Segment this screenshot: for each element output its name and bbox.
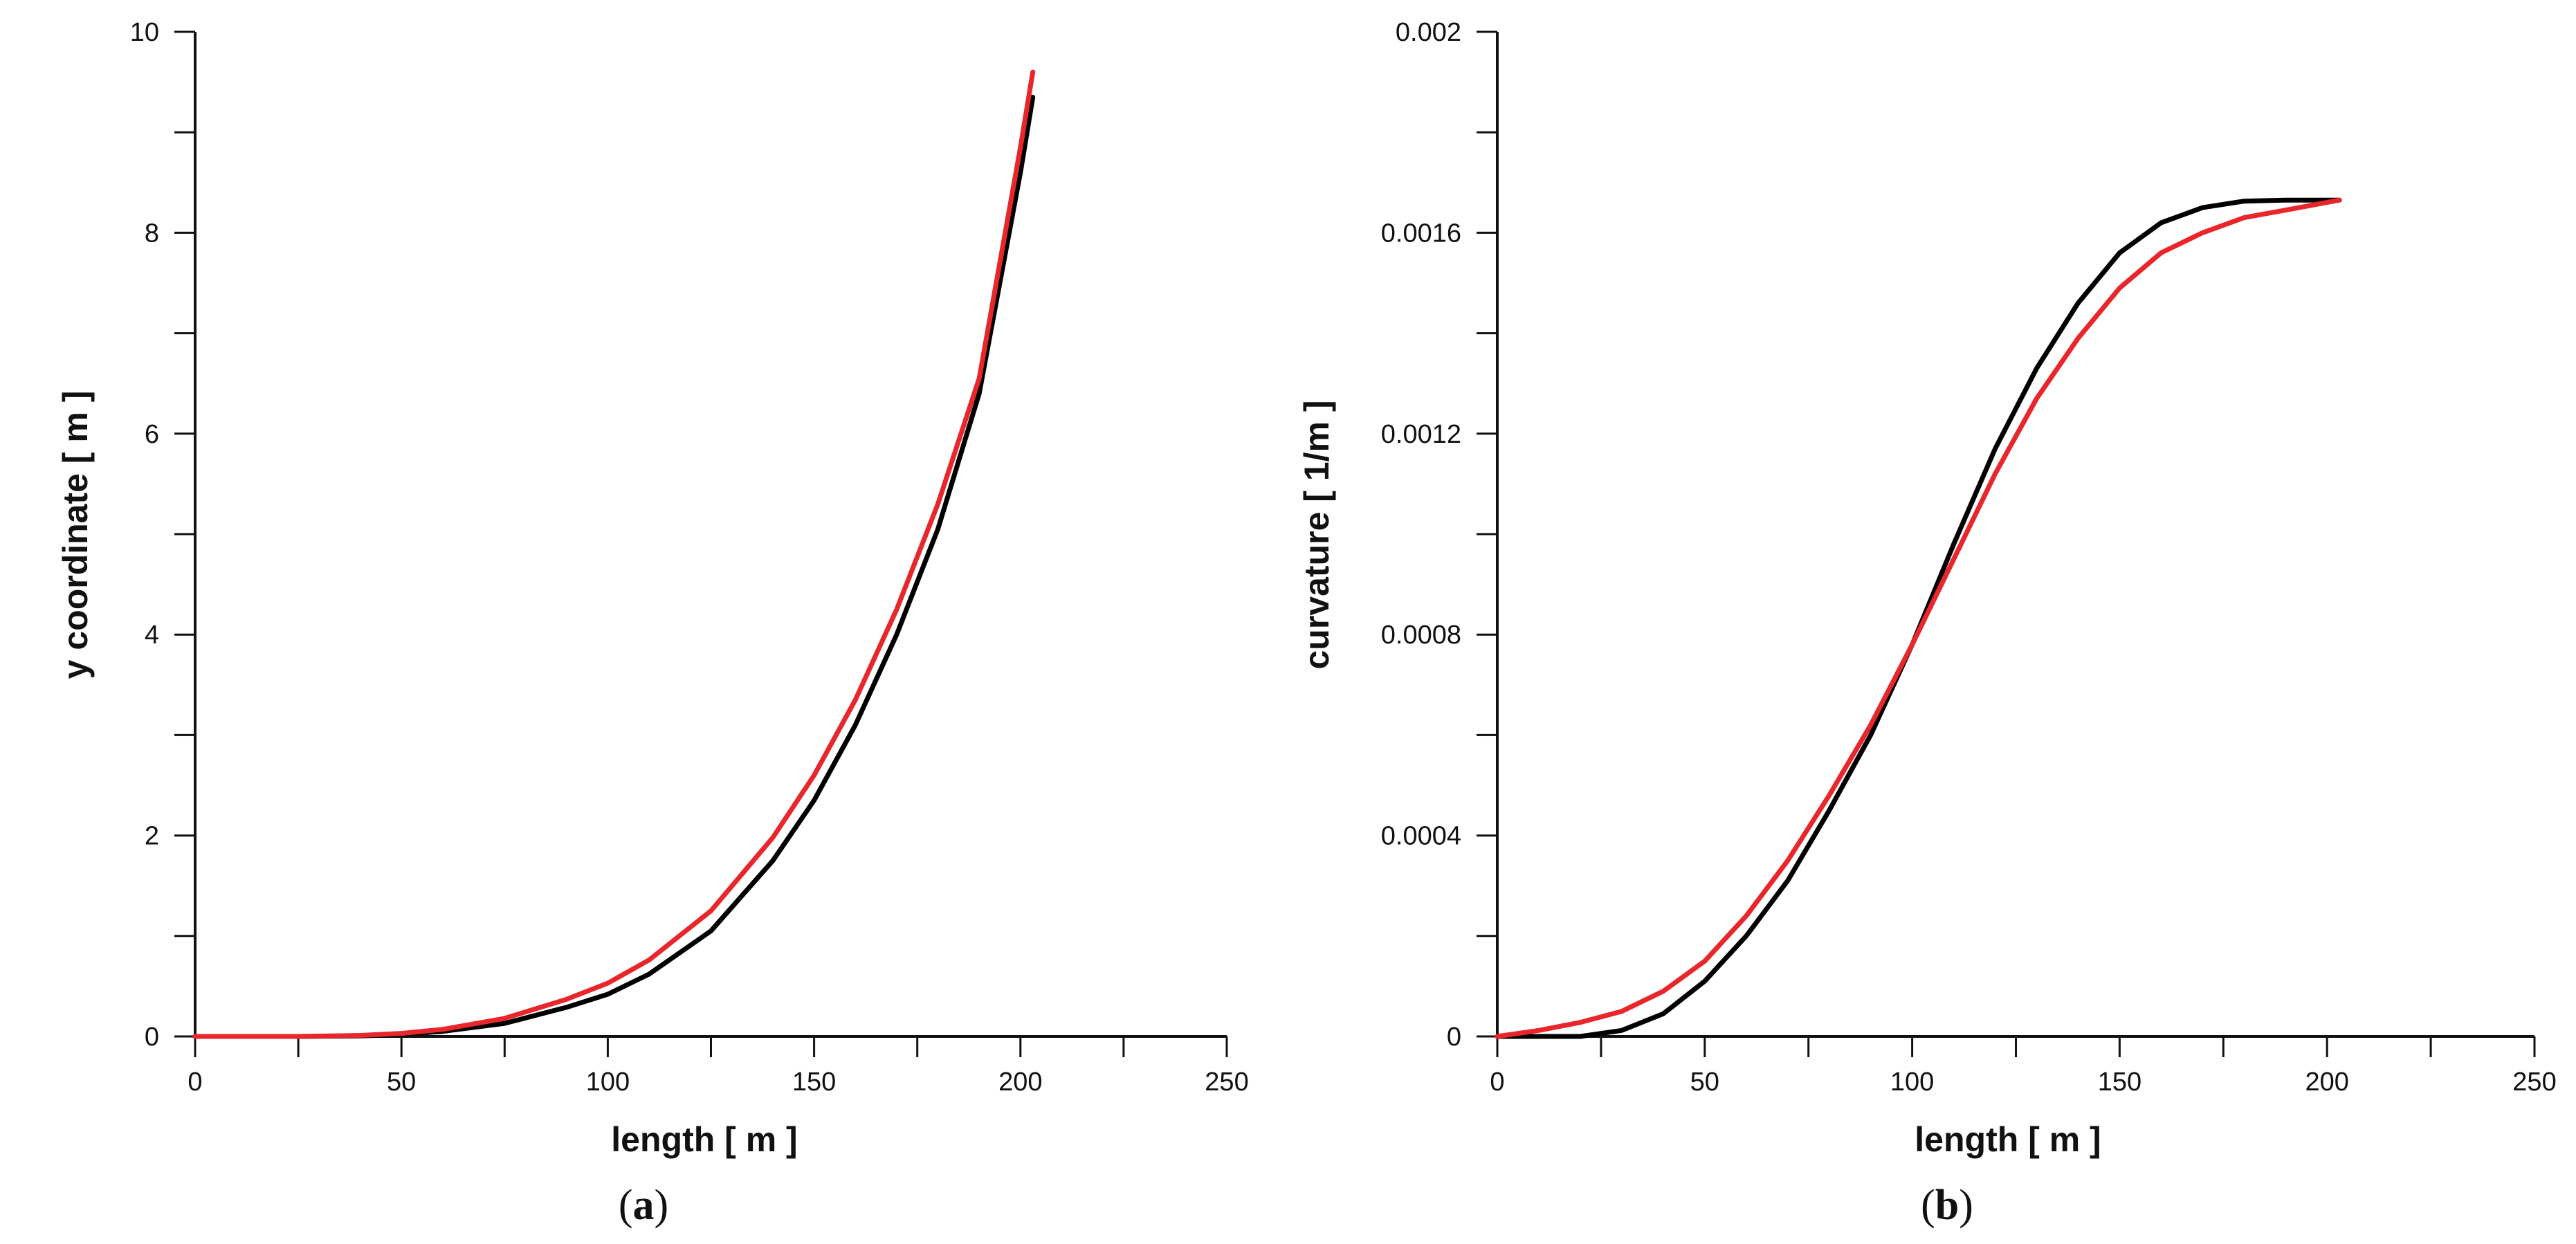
y-tick-label: 0.0008 [1381,621,1461,650]
x-tick-label: 150 [792,1068,836,1097]
panel-label: (a) [619,1182,668,1229]
y-tick-label: 4 [145,621,159,650]
x-axis-title: length [ m ] [1915,1120,2101,1159]
y-tick-label: 0.0016 [1381,219,1461,248]
x-tick-label: 250 [2512,1068,2556,1097]
y-tick-label: 2 [145,822,159,851]
x-tick-label: 250 [1205,1068,1248,1097]
y-tick-label: 0.002 [1396,18,1461,47]
x-tick-label: 0 [1490,1068,1504,1097]
series-line-2 [192,69,1036,1039]
x-tick-label: 100 [1890,1068,1934,1097]
series-line-2 [1495,197,2342,1039]
x-tick-label: 200 [998,1068,1042,1097]
y-tick-label: 10 [130,18,159,47]
x-tick-label: 150 [2098,1068,2141,1097]
series-line-1 [192,94,1036,1039]
x-tick-label: 0 [188,1068,202,1097]
y-tick-label: 6 [145,420,159,449]
x-axis-title: length [ m ] [611,1120,797,1159]
y-tick-label: 0 [145,1023,159,1052]
y-tick-label: 0.0012 [1381,420,1461,449]
panel-label: (b) [1921,1182,1973,1229]
y-tick-label: 0.0004 [1381,822,1461,851]
x-tick-label: 100 [586,1068,630,1097]
y-tick-label: 0 [1447,1023,1461,1052]
y-axis-title: y coordinate [ m ] [56,391,95,679]
panel-b: length [ m ] curvature [ 1/m ] (b) 0 50 10… [1297,18,2557,1229]
series-line-1 [1495,197,2342,1039]
y-axis-title: curvature [ 1/m ] [1297,400,1336,669]
x-tick-label: 50 [387,1068,416,1097]
panel-a: length [ m ] y coordinate [ m ] (a) 0 50 1… [56,18,1249,1229]
y-tick-label: 8 [145,219,159,248]
x-tick-label: 50 [1690,1068,1719,1097]
x-tick-label: 200 [2305,1068,2348,1097]
